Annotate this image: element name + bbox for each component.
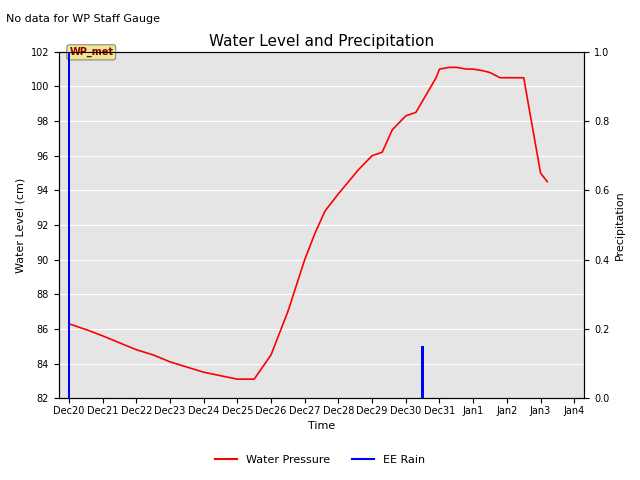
X-axis label: Time: Time xyxy=(308,421,335,432)
Text: WP_met: WP_met xyxy=(69,47,113,58)
Y-axis label: Water Level (cm): Water Level (cm) xyxy=(15,177,25,273)
Text: No data for WP Staff Gauge: No data for WP Staff Gauge xyxy=(6,14,161,24)
Y-axis label: Precipitation: Precipitation xyxy=(615,190,625,260)
Bar xyxy=(68,52,70,398)
Title: Water Level and Precipitation: Water Level and Precipitation xyxy=(209,34,434,49)
Legend: Water Pressure, EE Rain: Water Pressure, EE Rain xyxy=(210,451,430,469)
Bar xyxy=(421,346,424,398)
